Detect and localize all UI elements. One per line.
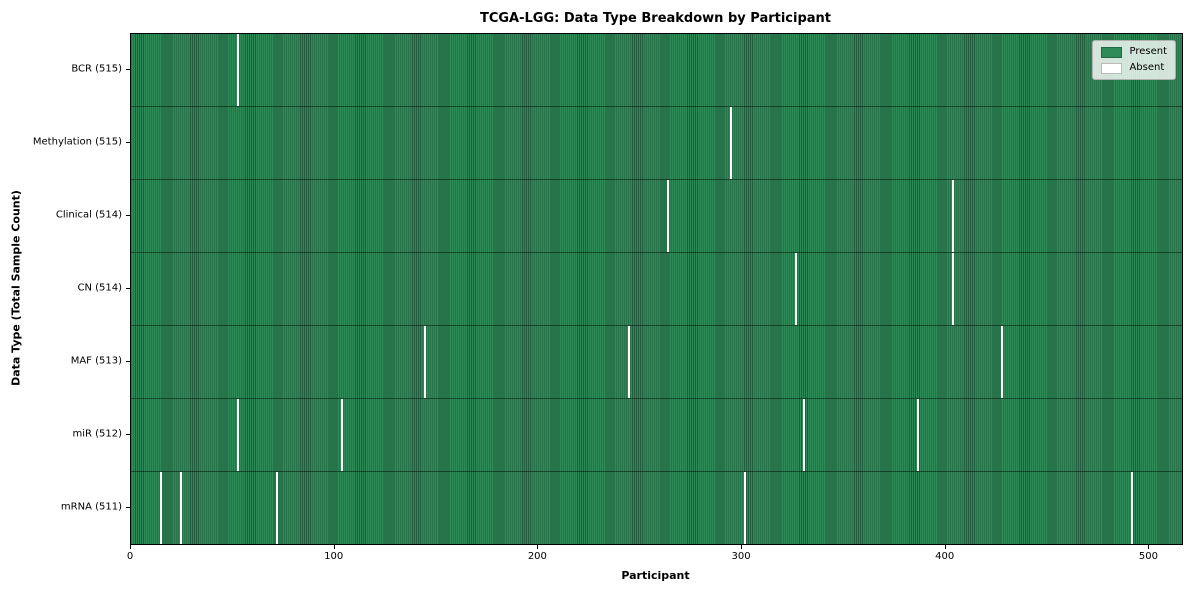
y-tick-mark — [126, 360, 130, 362]
y-tick-label: miR (512) — [72, 428, 122, 440]
absent-gap — [275, 472, 278, 544]
y-tick-label: Clinical (514) — [55, 209, 122, 221]
x-tick-mark — [130, 545, 131, 549]
heatmap-row-mRNA — [131, 471, 1182, 544]
x-tick-label: 200 — [527, 551, 547, 562]
y-tick-mark — [126, 288, 130, 289]
y-tick-label: mRNA (511) — [60, 501, 122, 513]
legend-absent-label: Absent — [1129, 62, 1165, 73]
x-tick-label: 400 — [935, 551, 955, 562]
x-tick-mark — [944, 545, 946, 549]
y-tick-label: BCR (515) — [71, 63, 122, 75]
heatmap-row-miR — [131, 398, 1182, 471]
absent-gap — [951, 253, 954, 325]
plot-area: Present Absent — [130, 33, 1183, 545]
absent-swatch — [1101, 62, 1123, 74]
present-swatch — [1101, 46, 1123, 58]
plot-rows — [131, 34, 1182, 544]
legend-present-label: Present — [1129, 46, 1167, 57]
absent-gap — [729, 107, 732, 179]
y-tick-mark — [126, 215, 130, 217]
x-tick-label: 300 — [731, 551, 751, 562]
absent-gap — [424, 326, 427, 398]
y-tick-label: MAF (513) — [70, 355, 122, 367]
x-axis-label: Participant — [621, 569, 690, 582]
heatmap-row-Methylation — [131, 106, 1182, 179]
chart-title: TCGA-LGG: Data Type Breakdown by Partici… — [479, 11, 832, 26]
absent-gap — [917, 399, 920, 471]
x-tick-mark — [741, 545, 743, 549]
heatmap-row-Clinical — [131, 179, 1182, 252]
absent-gap — [159, 472, 162, 544]
absent-gap — [803, 399, 806, 471]
heatmap-row-MAF — [131, 325, 1182, 398]
y-tick-mark — [126, 433, 130, 435]
absent-gap — [236, 399, 239, 471]
absent-gap — [1131, 472, 1134, 544]
y-tick-mark — [126, 142, 130, 144]
y-tick-mark — [126, 506, 130, 508]
x-tick-mark — [537, 545, 539, 549]
x-tick-label: 0 — [126, 551, 134, 562]
absent-gap — [951, 180, 954, 252]
absent-gap — [795, 253, 798, 325]
legend-item-absent: Absent — [1101, 62, 1167, 74]
y-tick-label: CN (514) — [77, 282, 122, 294]
heatmap-row-CN — [131, 252, 1182, 325]
x-tick-label: 500 — [1138, 551, 1158, 562]
absent-gap — [627, 326, 631, 398]
x-tick-label: 100 — [324, 551, 344, 562]
y-tick-mark — [126, 69, 130, 71]
absent-gap — [744, 472, 747, 544]
y-tick-label: Methylation (515) — [32, 136, 122, 148]
x-tick-mark — [333, 545, 335, 549]
absent-gap — [340, 399, 343, 471]
absent-gap — [179, 472, 182, 544]
legend: Present Absent — [1092, 40, 1176, 80]
heatmap-row-BCR — [131, 34, 1182, 106]
absent-gap — [666, 180, 669, 252]
absent-gap — [236, 34, 239, 106]
legend-item-present: Present — [1101, 46, 1167, 58]
absent-gap — [1000, 326, 1003, 398]
x-tick-mark — [1148, 545, 1150, 549]
